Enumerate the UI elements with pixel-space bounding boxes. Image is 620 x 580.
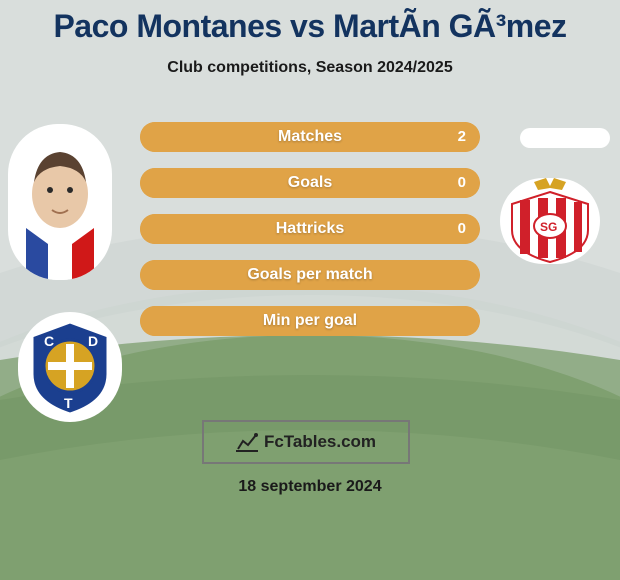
stat-row: Goals per match (140, 260, 480, 290)
stat-label: Matches (140, 122, 480, 152)
stat-label: Min per goal (140, 306, 480, 336)
page-title: Paco Montanes vs MartÃ­n GÃ³mez (0, 0, 620, 45)
player-left-avatar (8, 124, 112, 280)
svg-text:C: C (44, 333, 54, 349)
stat-value-right: 2 (458, 122, 466, 152)
fctables-logo-icon (236, 431, 258, 453)
player-left-portrait (8, 124, 112, 280)
svg-text:D: D (88, 333, 98, 349)
tenerife-shield-icon: C D T (22, 316, 118, 418)
fctables-attribution: FcTables.com (202, 420, 410, 464)
svg-text:T: T (64, 395, 73, 411)
page-subtitle: Club competitions, Season 2024/2025 (0, 59, 620, 77)
stat-label: Hattricks (140, 214, 480, 244)
stat-row: Hattricks0 (140, 214, 480, 244)
date-text: 18 september 2024 (0, 478, 620, 496)
player-right-placeholder (520, 128, 610, 148)
stat-row: Goals0 (140, 168, 480, 198)
stat-row: Min per goal (140, 306, 480, 336)
stat-label: Goals (140, 168, 480, 198)
stat-value-right: 0 (458, 214, 466, 244)
stat-value-right: 0 (458, 168, 466, 198)
stats-block: Matches2Goals0Hattricks0Goals per matchM… (140, 122, 480, 352)
club-left-badge: C D T (18, 312, 122, 422)
svg-text:SG: SG (540, 220, 557, 234)
fctables-text: FcTables.com (264, 432, 376, 452)
stat-row: Matches2 (140, 122, 480, 152)
club-right-badge: SG (500, 178, 600, 264)
stat-label: Goals per match (140, 260, 480, 290)
sporting-shield-icon: SG (504, 178, 596, 264)
